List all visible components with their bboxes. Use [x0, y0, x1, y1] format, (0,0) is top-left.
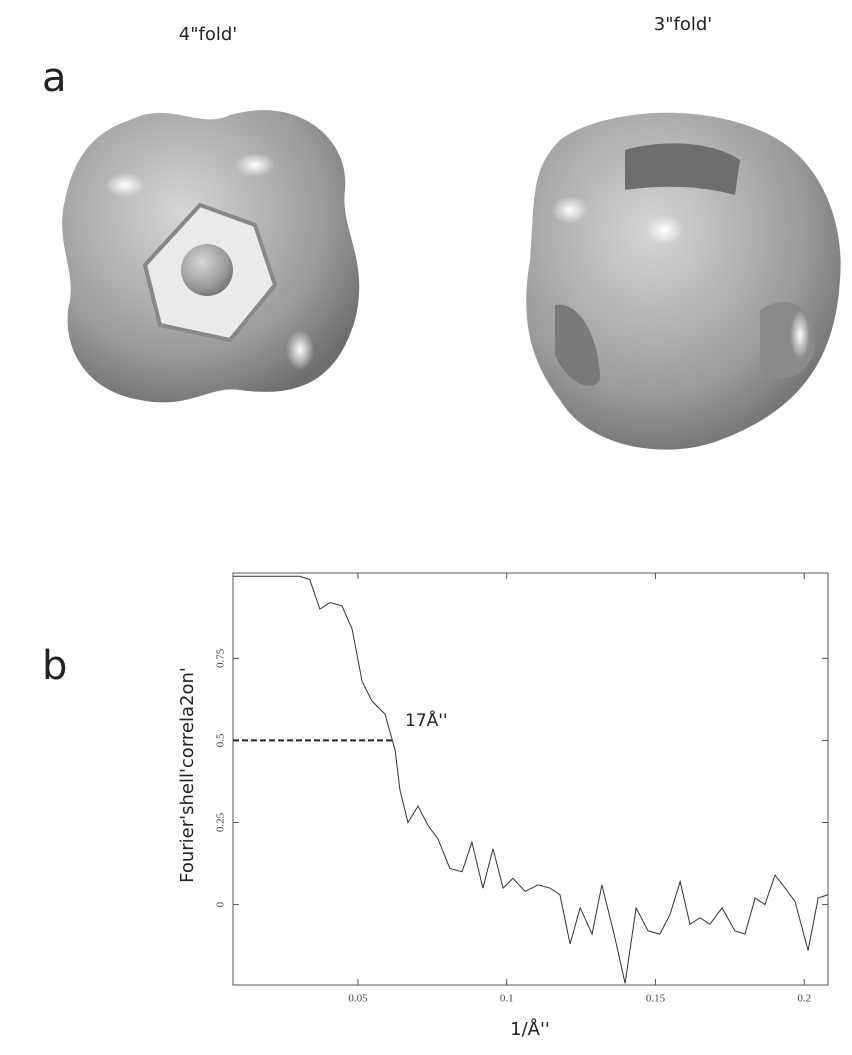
annotation: 17Å'' [405, 709, 448, 731]
panel-label: b [42, 643, 67, 689]
x-axis-label: 1/Å'' [510, 1018, 550, 1040]
y-tick-label: 0 [215, 901, 227, 907]
panel-label: a [42, 55, 67, 101]
y-axis-label: Fourier'shell'correla2on' [177, 667, 198, 883]
x-tick-label: 0.1 [500, 993, 514, 1005]
render-title: 3"fold' [654, 14, 712, 35]
render-title: 4"fold' [179, 24, 237, 45]
render-3fold [526, 112, 841, 450]
y-tick-label: 0.75 [215, 648, 227, 668]
render-4fold [62, 110, 360, 403]
plot-frame [232, 572, 829, 986]
x-tick-label: 0.15 [646, 993, 666, 1005]
fsc-curve [233, 575, 829, 984]
y-tick-label: 0.25 [215, 812, 227, 832]
y-tick-label: 0.5 [215, 733, 227, 747]
x-tick-label: 0.05 [348, 993, 368, 1005]
x-tick-label: 0.2 [797, 993, 811, 1005]
